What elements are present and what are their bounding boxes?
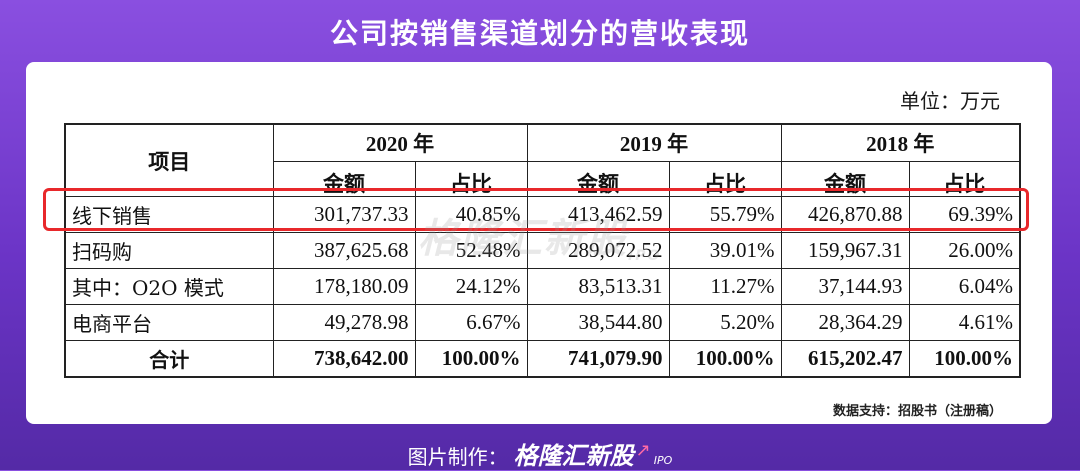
table-cell: 413,462.59 xyxy=(526,196,670,233)
year-header-2019: 2019 年 xyxy=(526,123,782,162)
table-cell: 24.12% xyxy=(414,268,528,305)
table-cell: 28,364.29 xyxy=(780,304,910,341)
row-label: 电商平台 xyxy=(64,304,274,341)
unit-label: 单位：万元 xyxy=(900,89,1000,113)
table-cell: 738,642.00 xyxy=(272,340,416,378)
table-cell: 178,180.09 xyxy=(272,268,416,305)
table-cell: 289,072.52 xyxy=(526,232,670,269)
table-row: 线下销售 301,737.33 40.85% 413,462.59 55.79%… xyxy=(64,196,1021,233)
brand-logo: 格隆汇新股 xyxy=(513,442,634,470)
footer-prefix: 图片制作： xyxy=(407,445,508,469)
table-cell: 6.04% xyxy=(908,268,1021,305)
item-header: 项目 xyxy=(64,123,274,197)
table-cell: 5.20% xyxy=(668,304,782,341)
page-title: 公司按销售渠道划分的营收表现 xyxy=(329,17,750,50)
revenue-table: 项目 2020 年 2019 年 2018 年 金额 占比 金额 占比 金额 占… xyxy=(64,123,1021,378)
row-label: 扫码购 xyxy=(64,232,274,269)
table-cell: 100.00% xyxy=(908,340,1021,378)
table-cell: 6.67% xyxy=(414,304,528,341)
amount-header: 金额 xyxy=(272,161,416,197)
table-cell: 37,144.93 xyxy=(780,268,910,305)
source-note: 数据支持：招股书（注册稿） xyxy=(832,404,1002,419)
table-cell: 26.00% xyxy=(908,232,1021,269)
table-cell: 39.01% xyxy=(668,232,782,269)
table-cell: 741,079.90 xyxy=(526,340,670,378)
table-row: 其中：O2O 模式 178,180.09 24.12% 83,513.31 11… xyxy=(64,268,1021,305)
table-cell: 52.48% xyxy=(414,232,528,269)
year-header-2018: 2018 年 xyxy=(780,123,1021,162)
table-row: 电商平台 49,278.98 6.67% 38,544.80 5.20% 28,… xyxy=(64,304,1021,341)
footer-ipo: IPO xyxy=(653,454,673,467)
table-cell: 159,967.31 xyxy=(780,232,910,269)
table-cell: 100.00% xyxy=(668,340,782,378)
total-label: 合计 xyxy=(64,340,274,378)
highlight-box xyxy=(43,188,1029,231)
table-cell: 40.85% xyxy=(414,196,528,233)
table-cell: 387,625.68 xyxy=(272,232,416,269)
footer-credit: 图片制作： 格隆汇新股 ↗ IPO xyxy=(0,436,1080,471)
table-cell: 11.27% xyxy=(668,268,782,305)
share-header: 占比 xyxy=(908,161,1021,197)
amount-header: 金额 xyxy=(526,161,670,197)
amount-header: 金额 xyxy=(780,161,910,197)
table-cell: 615,202.47 xyxy=(780,340,910,378)
table-cell: 49,278.98 xyxy=(272,304,416,341)
row-label: 线下销售 xyxy=(64,196,274,233)
total-row: 合计 738,642.00 100.00% 741,079.90 100.00%… xyxy=(64,340,1021,378)
share-header: 占比 xyxy=(668,161,782,197)
share-header: 占比 xyxy=(414,161,528,197)
table-cell: 301,737.33 xyxy=(272,196,416,233)
table-cell: 38,544.80 xyxy=(526,304,670,341)
table-row: 扫码购 387,625.68 52.48% 289,072.52 39.01% … xyxy=(64,232,1021,269)
trend-arrow-icon: ↗ xyxy=(635,440,651,461)
row-label: 其中：O2O 模式 xyxy=(64,268,274,305)
table-cell: 4.61% xyxy=(908,304,1021,341)
table-cell: 55.79% xyxy=(668,196,782,233)
table-cell: 83,513.31 xyxy=(526,268,670,305)
table-cell: 100.00% xyxy=(414,340,528,378)
year-header-2020: 2020 年 xyxy=(272,123,528,162)
